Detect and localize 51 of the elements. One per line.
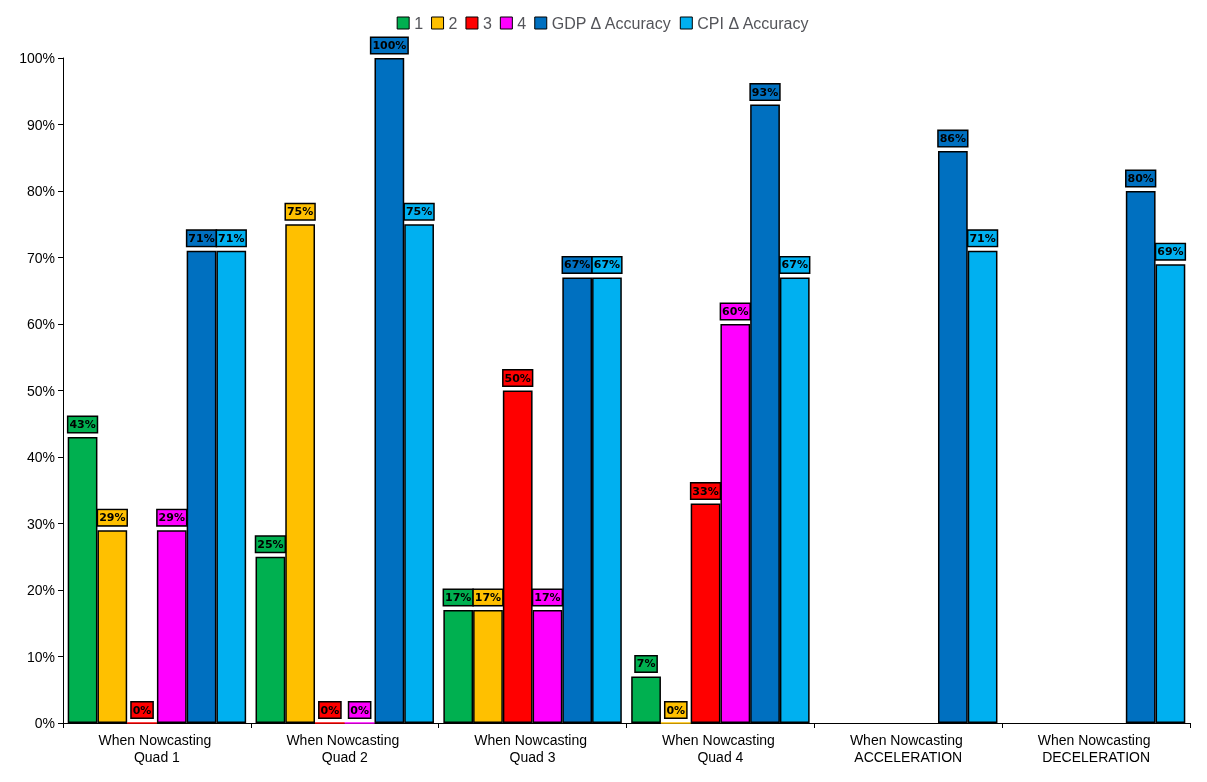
- y-tick-label: 80%: [26, 183, 55, 199]
- data-label: 50%: [504, 371, 531, 385]
- data-label: 67%: [781, 258, 808, 272]
- data-label: 75%: [405, 205, 433, 219]
- legend-label: 4: [517, 14, 527, 32]
- data-label: 17%: [445, 590, 472, 604]
- x-tick-label: When Nowcasting Quad 1: [98, 731, 216, 765]
- data-label: 43%: [69, 418, 96, 432]
- y-tick-label: 60%: [26, 316, 55, 332]
- x-tick-label: When Nowcasting Quad 2: [286, 731, 404, 765]
- y-tick-label: 0%: [34, 715, 55, 731]
- data-label: 67%: [564, 258, 591, 272]
- data-label: 17%: [474, 590, 502, 604]
- legend-label: 2: [448, 14, 458, 32]
- data-label: 60%: [722, 305, 749, 318]
- data-label: 86%: [939, 132, 967, 146]
- y-tick-label: 70%: [26, 249, 55, 266]
- data-label: 33%: [692, 484, 719, 498]
- x-tick-label: When Nowcasting Quad 3: [474, 731, 591, 765]
- y-tick-label: 50%: [26, 382, 55, 399]
- data-label: 71%: [969, 231, 996, 245]
- data-label: 0%: [666, 703, 686, 717]
- y-tick-label: 40%: [26, 449, 55, 465]
- data-label: 0%: [320, 703, 340, 717]
- data-label: 29%: [99, 511, 126, 525]
- data-label: 80%: [1127, 172, 1154, 185]
- data-label: 67%: [593, 258, 621, 272]
- data-label: 7%: [636, 657, 656, 671]
- data-label: 75%: [286, 205, 314, 219]
- y-tick-label: 100%: [19, 50, 55, 66]
- data-label: 0%: [132, 703, 152, 717]
- x-tick-label: When Nowcasting ACCELERATION: [849, 731, 967, 765]
- data-label: 17%: [534, 590, 561, 604]
- data-label: 100%: [372, 39, 407, 52]
- data-label: 93%: [751, 85, 779, 99]
- legend-label: CPI Δ Accuracy: [697, 14, 809, 32]
- y-tick-label: 20%: [26, 582, 55, 598]
- data-label: 25%: [257, 537, 284, 551]
- y-tick-label: 10%: [26, 648, 55, 665]
- data-label: 71%: [218, 231, 245, 245]
- x-tick-label: When Nowcasting Quad 4: [662, 731, 779, 765]
- data-label: 0%: [350, 703, 369, 717]
- y-tick-label: 90%: [26, 116, 55, 133]
- legend-label: GDP Δ Accuracy: [551, 14, 671, 32]
- data-label: 71%: [188, 231, 215, 245]
- y-tick-label: 30%: [26, 515, 55, 532]
- data-label: 69%: [1157, 245, 1184, 259]
- x-tick-label: When Nowcasting DECELERATION: [1037, 731, 1155, 765]
- legend-label: 3: [482, 14, 492, 32]
- data-label: 29%: [158, 511, 185, 525]
- legend-label: 1: [414, 14, 424, 32]
